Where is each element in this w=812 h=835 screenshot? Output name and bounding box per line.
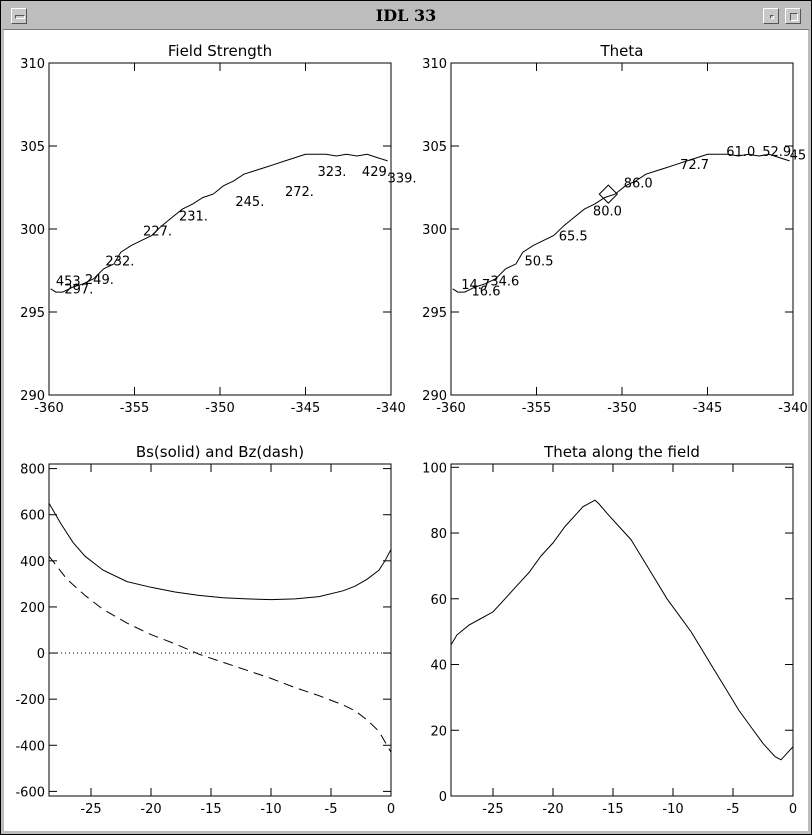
y-tick-label: 100 <box>422 461 447 476</box>
data-label: 86.0 <box>624 177 653 192</box>
diamond-marker <box>598 184 619 204</box>
y-tick-label: 800 <box>20 463 45 478</box>
data-label: 323. <box>317 165 346 180</box>
y-tick-label: 290 <box>422 389 447 404</box>
data-label: 429. <box>362 165 391 180</box>
chart-4: Theta along the field -25 -20 -15 -10 -5 0 0 20 4… <box>422 443 797 817</box>
series-line <box>50 153 388 293</box>
y-tick-label: 0 <box>439 790 447 805</box>
chart-2: Theta -360 -355 -350 -345 -340 290 295 300 305 310… <box>422 42 808 416</box>
minimize-button[interactable] <box>763 8 779 24</box>
data-label: 80.0 <box>593 205 622 220</box>
x-tick-label: -25 <box>482 802 503 817</box>
series-line <box>451 499 793 761</box>
minimize-icon <box>770 15 774 19</box>
x-tick-label: 0 <box>789 802 797 817</box>
x-tick-label: -10 <box>260 802 281 817</box>
chart-1: Field Strength -360 -355 -350 -345 -340 290 295… <box>20 42 416 416</box>
chart-3: Bs(solid) and Bz(dash) -25 -20 -15 -10 -5 0 -60… <box>15 443 395 817</box>
data-label: 50.5 <box>525 255 554 270</box>
x-tick-label: -15 <box>602 802 623 817</box>
x-tick-label: -345 <box>693 401 723 416</box>
x-tick-label: -25 <box>80 802 101 817</box>
data-label: 297. <box>64 283 93 298</box>
maximize-icon <box>790 13 798 21</box>
chart-title: Field Strength <box>168 42 272 60</box>
x-tick-label: -350 <box>607 401 637 416</box>
y-tick-label: 200 <box>20 601 45 616</box>
x-tick-label: -355 <box>120 401 150 416</box>
x-tick-label: -20 <box>542 802 563 817</box>
data-label: 52.9 <box>762 145 791 160</box>
x-tick-label: -340 <box>376 401 406 416</box>
x-tick-label: -360 <box>436 401 466 416</box>
y-tick-label: 400 <box>20 555 45 570</box>
data-label: 16.6 <box>472 284 501 299</box>
maximize-button[interactable] <box>785 8 801 24</box>
data-label: 245. <box>235 195 264 210</box>
plot-frame <box>450 62 794 396</box>
y-tick-label: 60 <box>430 593 447 608</box>
x-tick-label: -10 <box>662 802 683 817</box>
data-label: 231. <box>179 210 208 225</box>
y-tick-label: -200 <box>15 693 45 708</box>
y-tick-label: 300 <box>20 223 45 238</box>
data-label: 453. <box>56 274 85 289</box>
data-label: 34.6 <box>490 274 519 289</box>
y-tick-label: 20 <box>430 724 447 739</box>
data-label: 272. <box>285 185 314 200</box>
window-title: IDL 33 <box>375 6 437 25</box>
data-label: 249. <box>85 273 114 288</box>
data-label: 227. <box>143 225 172 240</box>
y-tick-label: 310 <box>20 57 45 72</box>
x-tick-label: -360 <box>34 401 64 416</box>
y-tick-label: -600 <box>15 785 45 800</box>
data-label: 65.5 <box>559 230 588 245</box>
title-bar[interactable]: IDL 33 <box>3 3 809 30</box>
y-tick-label: 295 <box>20 306 45 321</box>
x-tick-label: -345 <box>291 401 321 416</box>
plot-canvas: Field Strength -360 -355 -350 -345 -340 290 295… <box>4 30 808 831</box>
y-tick-label: 80 <box>430 527 447 542</box>
menu-icon <box>15 15 25 19</box>
x-tick-label: -350 <box>205 401 235 416</box>
y-tick-label: 300 <box>422 223 447 238</box>
series-line-dashed <box>49 555 391 753</box>
chart-title: Theta <box>600 42 644 60</box>
y-tick-label: -400 <box>15 739 45 754</box>
window-menu-button[interactable] <box>11 8 27 24</box>
x-tick-label: -5 <box>727 802 740 817</box>
x-tick-label: -340 <box>778 401 808 416</box>
y-tick-label: 310 <box>422 57 447 72</box>
x-tick-label: -20 <box>140 802 161 817</box>
plots-svg: Field Strength -360 -355 -350 -345 -340 290 295… <box>15 42 808 817</box>
plot-frame <box>48 463 392 797</box>
y-tick-label: 40 <box>430 659 447 674</box>
y-tick-label: 290 <box>20 389 45 404</box>
data-label: 72.7 <box>680 158 709 173</box>
series-line <box>452 153 790 293</box>
data-label: 232. <box>105 255 134 270</box>
data-label: 45 <box>790 148 807 163</box>
plot-frame <box>48 62 392 396</box>
x-tick-label: -355 <box>522 401 552 416</box>
data-label: 339. <box>388 172 417 187</box>
y-tick-label: 305 <box>20 140 45 155</box>
x-tick-label: -5 <box>325 802 338 817</box>
data-label: 61.0 <box>726 145 755 160</box>
x-tick-label: -15 <box>200 802 221 817</box>
plot-frame <box>450 463 794 797</box>
series-line <box>49 502 391 601</box>
chart-title: Theta along the field <box>543 443 700 461</box>
y-tick-label: 305 <box>422 140 447 155</box>
y-tick-label: 600 <box>20 509 45 524</box>
y-tick-label: 0 <box>37 647 45 662</box>
y-tick-label: 295 <box>422 306 447 321</box>
x-tick-label: 0 <box>387 802 395 817</box>
data-label: 14.7 <box>461 278 490 293</box>
chart-title: Bs(solid) and Bz(dash) <box>136 443 304 461</box>
